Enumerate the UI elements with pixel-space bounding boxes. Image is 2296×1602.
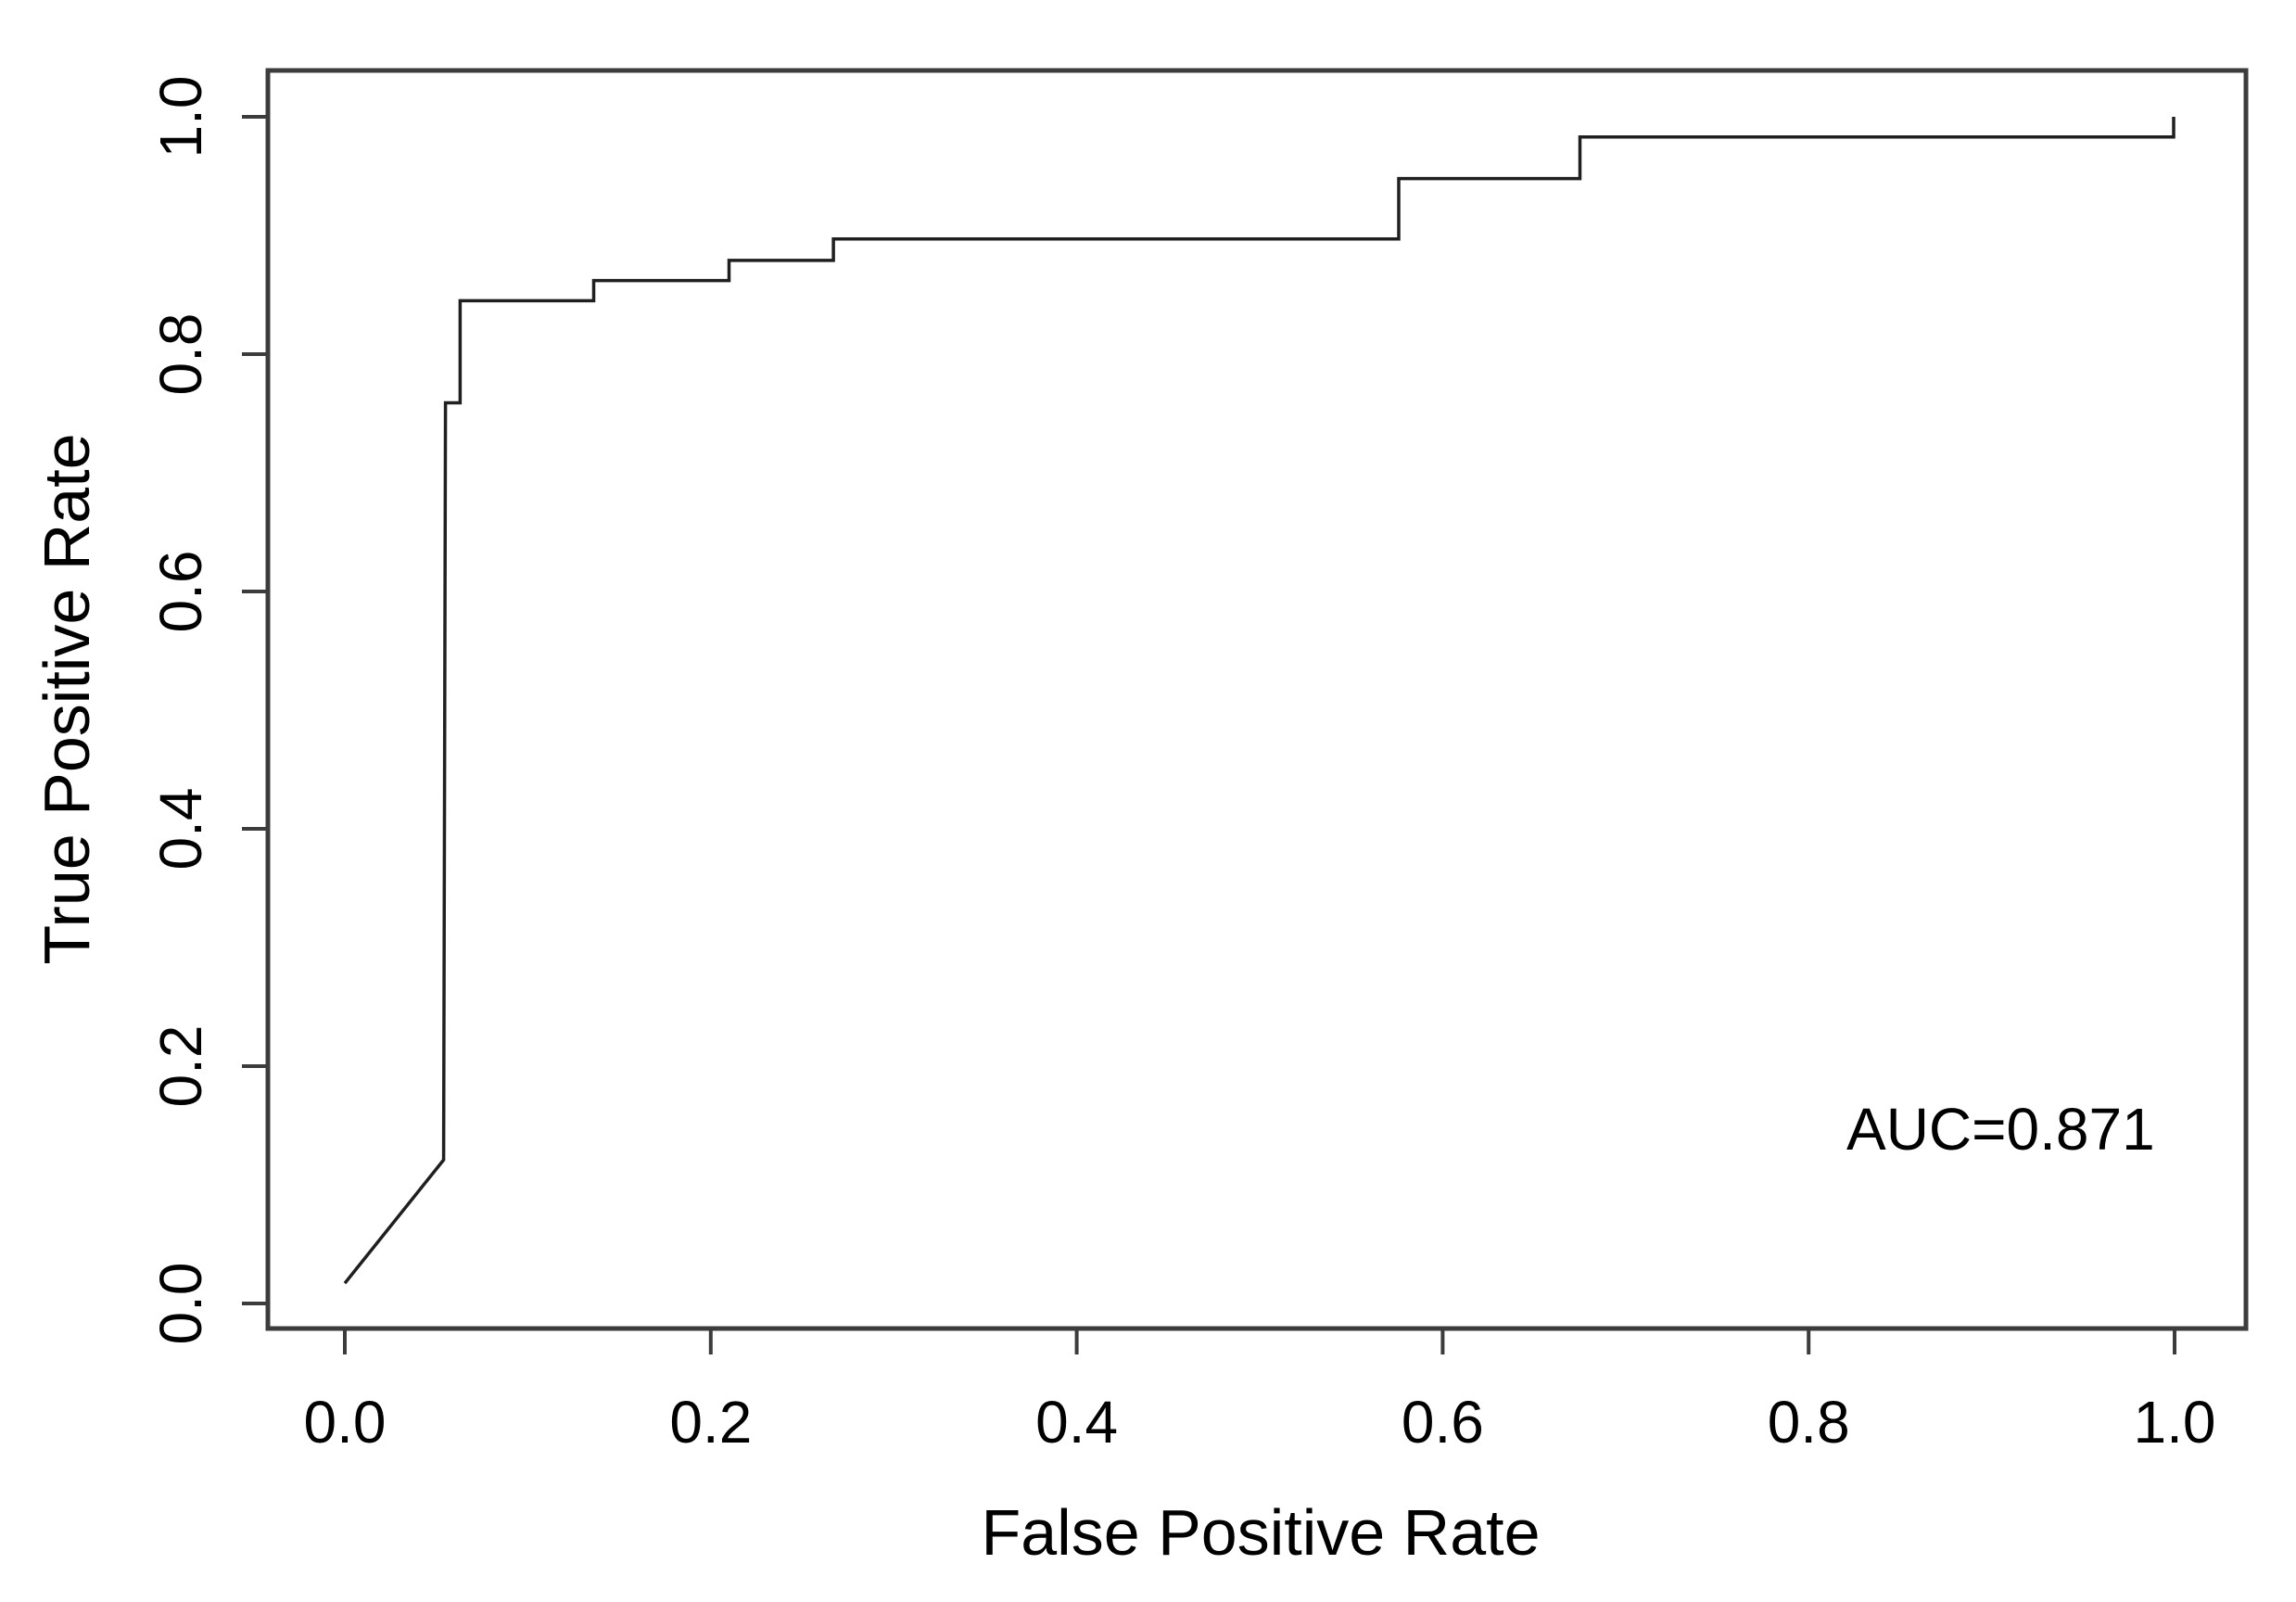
auc-annotation: AUC=0.871 [1846,1096,2155,1163]
roc-curve [343,117,2175,1285]
x-tick-label: 0.4 [1035,1389,1119,1456]
y-tick-label: 0.0 [147,1262,214,1345]
x-tick-label: 1.0 [2133,1389,2216,1456]
y-axis-title: True Positive Rate [31,433,103,965]
plot-border [265,68,2249,1331]
y-tick-label: 0.2 [147,1024,214,1108]
x-tick-label: 0.6 [1401,1389,1484,1456]
y-tick-label: 1.0 [147,75,214,159]
x-tick-label: 0.0 [303,1389,387,1456]
x-tick-label: 0.2 [669,1389,753,1456]
x-tick-label: 0.8 [1767,1389,1850,1456]
y-tick-label: 0.8 [147,312,214,396]
x-axis-title: False Positive Rate [981,1496,1541,1569]
y-tick-label: 0.6 [147,550,214,633]
y-tick-label: 0.4 [147,787,214,871]
